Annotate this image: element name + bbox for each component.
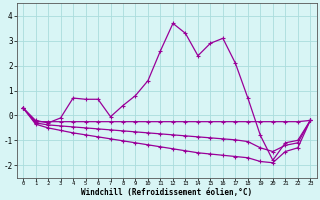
X-axis label: Windchill (Refroidissement éolien,°C): Windchill (Refroidissement éolien,°C) bbox=[81, 188, 252, 197]
